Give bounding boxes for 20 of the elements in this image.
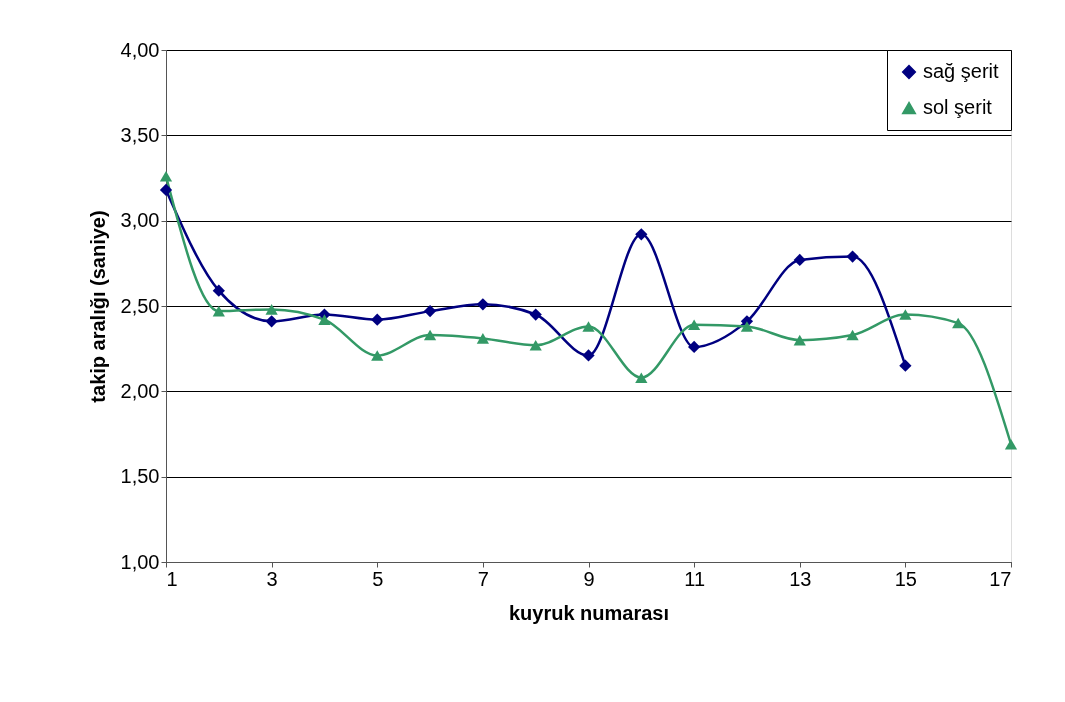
x-tick-label: 17 (989, 567, 1012, 590)
x-tick-label: 3 (266, 567, 278, 590)
y-tick-label: 2,00 (120, 379, 160, 402)
x-tick-label: 5 (372, 567, 384, 590)
x-tick-label: 15 (894, 567, 917, 590)
x-tick-label: 7 (477, 567, 489, 590)
y-tick-label: 4,00 (120, 38, 160, 61)
y-tick-label: 1,50 (120, 465, 160, 488)
x-tick-label: 13 (789, 567, 812, 590)
legend-label: sağ şerit (923, 60, 1000, 82)
y-tick-label: 3,00 (120, 209, 160, 232)
y-tick-label: 2,50 (120, 294, 160, 317)
y-tick-label: 1,00 (120, 550, 160, 573)
y-tick-label: 3,50 (120, 123, 160, 146)
x-axis-title: kuyruk numarası (508, 601, 670, 624)
x-tick-label: 1 (166, 567, 178, 590)
x-tick-label: 11 (684, 567, 706, 590)
x-tick-label: 9 (583, 567, 595, 590)
legend-label: sol şerit (923, 96, 993, 118)
y-axis-title: takip aralığı (saniye) (86, 210, 109, 403)
